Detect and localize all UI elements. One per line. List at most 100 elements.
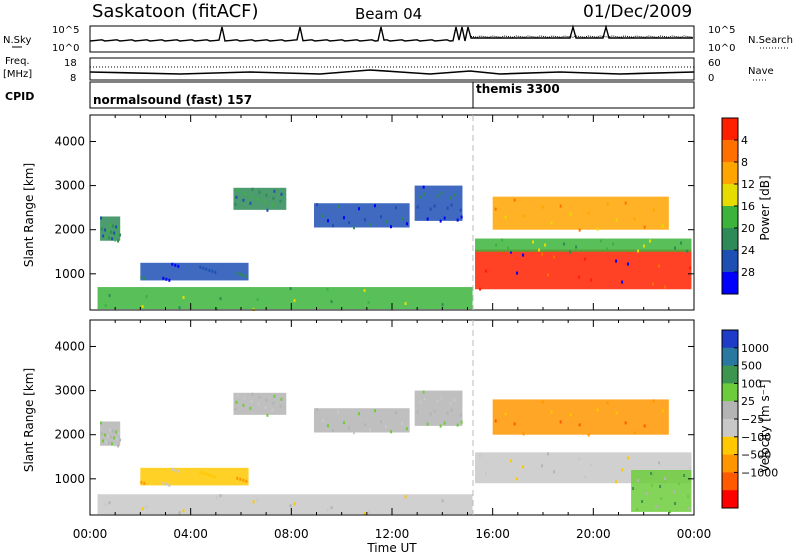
scatter-cell: [510, 459, 513, 463]
scatter-cell: [336, 205, 339, 209]
scatter-cell: [450, 408, 453, 412]
scatter-cell: [239, 477, 242, 481]
scatter-cell: [113, 436, 116, 440]
scatter-region: [140, 467, 249, 486]
nsky-panel: [89, 25, 695, 53]
xtick-label: 20:00: [576, 527, 611, 541]
scatter-cell: [330, 506, 333, 510]
scatter-cell: [145, 295, 148, 299]
scatter-cell: [243, 191, 246, 195]
scatter-cell: [460, 215, 463, 219]
scatter-cell: [627, 262, 630, 266]
scatter-cell: [655, 505, 658, 508]
scatter-cell: [596, 408, 599, 412]
colorbar-tick-label: 1000: [741, 342, 769, 355]
scatter-cell: [494, 207, 497, 211]
scatter-cell: [632, 487, 635, 490]
scatter-cell: [104, 304, 107, 308]
colorbar-segment: [722, 184, 738, 207]
scatter-cell: [652, 399, 655, 403]
scatter-cell: [251, 187, 254, 191]
scatter-cell: [507, 246, 510, 250]
scatter-cell: [615, 218, 618, 222]
scatter-cell: [624, 201, 627, 205]
scatter-cell: [441, 499, 444, 503]
ytick-label: 2000: [54, 428, 85, 442]
scatter-cell: [315, 408, 318, 412]
scatter-cell: [522, 465, 525, 469]
scatter-cell: [236, 393, 239, 397]
cpid-segment-2: themis 3300: [476, 82, 560, 96]
scatter-cell: [111, 442, 114, 446]
scatter-cell: [423, 397, 426, 401]
nsearch-tick-top: 10^5: [708, 25, 735, 36]
scatter-cell: [550, 410, 553, 414]
colorbar-tick-label: 4: [741, 134, 748, 147]
scatter-cell: [174, 263, 177, 267]
scatter-cell: [650, 472, 653, 475]
scatter-cell: [669, 510, 672, 513]
scatter-cell: [107, 229, 110, 233]
scatter-cell: [117, 444, 120, 448]
scatter-cell: [321, 419, 324, 423]
scatter-cell: [426, 217, 429, 221]
freq-panel: [89, 57, 695, 81]
scatter-cell: [199, 470, 202, 474]
scatter-region: [631, 470, 692, 512]
scatter-region: [475, 249, 692, 290]
scatter-cell: [171, 467, 174, 471]
colorbar-tick-label: 20: [741, 222, 755, 235]
scatter-cell: [633, 431, 636, 435]
scatter-cell: [182, 296, 185, 300]
scatter-region: [492, 399, 669, 435]
scatter-cell: [249, 406, 252, 410]
scatter-cell: [114, 238, 117, 242]
scatter-cell: [182, 509, 185, 513]
scatter-cell: [459, 413, 462, 417]
scatter-cell: [422, 390, 425, 394]
scatter-cell: [235, 400, 238, 404]
scatter-cell: [516, 271, 519, 275]
scatter-cell: [119, 233, 122, 237]
scatter-cell: [504, 412, 507, 416]
nsearch-trace: [470, 35, 694, 38]
scatter-cell: [336, 410, 339, 414]
scatter-cell: [615, 480, 618, 484]
scatter-cell: [272, 401, 275, 405]
scatter-cell: [373, 409, 376, 413]
scatter-cell: [202, 471, 205, 475]
scatter-cell: [330, 300, 333, 304]
scatter-region: [492, 196, 669, 230]
scatter-cell: [321, 214, 324, 218]
scatter-cell: [208, 473, 211, 477]
scatter-cell: [111, 237, 114, 241]
scatter-cell: [646, 492, 649, 495]
scatter-cell: [544, 243, 547, 247]
scatter-cell: [373, 204, 376, 208]
scatter-cell: [271, 408, 274, 412]
scatter-cell: [273, 189, 276, 193]
xtick-label: 16:00: [475, 527, 510, 541]
beam-title: Beam 04: [355, 5, 422, 23]
scatter-cell: [112, 224, 115, 228]
scatter-cell: [389, 430, 392, 434]
scatter-cell: [495, 243, 498, 247]
scatter-cell: [440, 191, 443, 195]
scatter-cell: [326, 219, 329, 223]
scatter-cell: [143, 481, 146, 485]
scatter-cell: [250, 194, 253, 198]
scatter-cell: [116, 232, 119, 236]
scatter-cell: [460, 420, 463, 424]
scatter-cell: [633, 217, 636, 221]
scatter-cell: [236, 188, 239, 192]
scatter-cell: [145, 505, 148, 509]
scatter-cell: [239, 272, 242, 276]
scatter-cell: [637, 249, 640, 253]
scatter-cell: [394, 206, 397, 210]
scatter-cell: [673, 490, 676, 493]
scatter-cell: [143, 276, 146, 280]
scatter-cell: [538, 248, 541, 252]
colorbar-segment: [722, 436, 738, 456]
scatter-cell: [404, 302, 407, 306]
scatter-cell: [242, 403, 245, 407]
